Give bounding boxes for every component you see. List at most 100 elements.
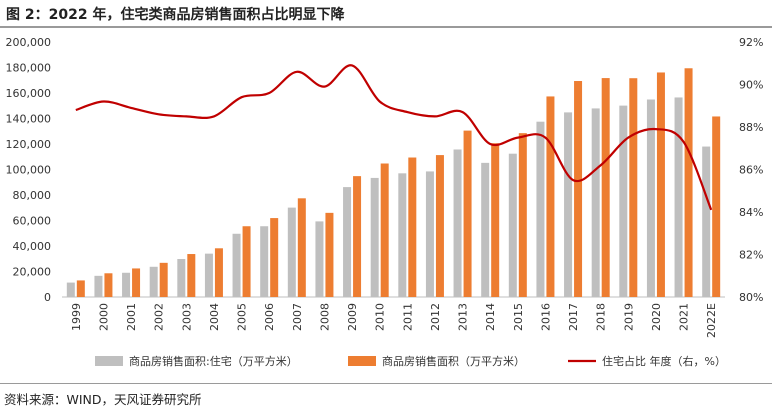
bar-total [380, 163, 389, 297]
y-right-tick-label: 86% [739, 164, 763, 177]
bar-total [408, 157, 417, 297]
bar-residential [122, 272, 131, 297]
legend-label: 商品房销售面积（万平方米） [382, 354, 525, 368]
line-residential-share [75, 64, 713, 211]
bar-total [297, 198, 306, 297]
x-tick-label: 2000 [97, 303, 110, 331]
x-tick-label: 2018 [595, 303, 608, 331]
x-tick-label: 2012 [429, 303, 442, 331]
y-left-tick-label: 40,000 [13, 240, 52, 253]
bar-total [712, 116, 721, 298]
bar-total [546, 96, 555, 297]
bar-total [656, 72, 665, 297]
bar-residential [702, 146, 711, 297]
legend-label: 商品房销售面积:住宅（万平方米） [129, 354, 298, 368]
x-tick-label: 2001 [125, 303, 138, 331]
y-right-tick-label: 82% [739, 249, 763, 262]
bar-residential [453, 149, 462, 297]
bar-total [684, 68, 693, 297]
bar-residential [481, 162, 490, 297]
x-tick-label: 2015 [512, 303, 525, 331]
bar-total [214, 248, 223, 297]
bar-residential [149, 266, 158, 297]
y-left-tick-label: 180,000 [6, 62, 52, 75]
x-tick-label: 2011 [401, 303, 414, 331]
y-left-tick-label: 120,000 [6, 138, 52, 151]
x-tick-label: 2020 [650, 303, 663, 331]
y-left-tick-label: 160,000 [6, 87, 52, 100]
bar-residential [315, 221, 324, 297]
bar-residential [204, 253, 213, 297]
bar-total [270, 218, 279, 297]
legend-swatch [95, 356, 123, 366]
bar-residential [398, 173, 407, 297]
bar-total [132, 268, 141, 297]
bar-total [325, 212, 334, 297]
bar-residential [674, 97, 683, 298]
x-tick-label: 2009 [346, 303, 359, 331]
bar-total [435, 155, 444, 297]
bar-residential [564, 112, 573, 297]
y-left-tick-label: 20,000 [13, 266, 52, 279]
bar-total [574, 81, 583, 297]
x-tick-label: 2022E [705, 303, 718, 338]
bar-residential [260, 226, 269, 297]
bar-residential [508, 153, 517, 297]
bar-residential [287, 207, 296, 297]
y-left-tick-label: 140,000 [6, 113, 52, 126]
bar-residential [343, 187, 352, 297]
figure-title: 图 2：2022 年，住宅类商品房销售面积占比明显下降 [6, 7, 345, 23]
x-tick-label: 2002 [153, 303, 166, 331]
bar-residential [591, 108, 600, 298]
bar-total [242, 226, 251, 297]
bar-total [463, 130, 472, 297]
bar-total [159, 262, 168, 297]
x-tick-label: 2008 [318, 303, 331, 331]
x-tick-label: 2005 [236, 303, 249, 331]
y-left-tick-label: 60,000 [13, 215, 52, 228]
y-right-tick-label: 84% [739, 206, 763, 219]
x-tick-label: 2014 [484, 303, 497, 331]
bar-total [518, 133, 527, 297]
bar-total [629, 78, 638, 298]
bar-total [353, 176, 362, 297]
source-divider [0, 383, 772, 384]
x-tick-label: 2003 [180, 303, 193, 331]
bar-residential [370, 177, 379, 297]
x-tick-label: 2007 [291, 303, 304, 331]
legend-label: 住宅占比 年度（右，%） [602, 354, 726, 368]
bar-total [76, 280, 85, 297]
y-left-tick-label: 100,000 [6, 164, 52, 177]
bar-residential [177, 259, 186, 297]
bar-residential [646, 99, 655, 297]
y-right-tick-label: 92% [739, 36, 763, 49]
bar-residential [66, 282, 75, 297]
chart: 0 20,000 40,000 60,000 80,000 100,000 120,000 1… [6, 36, 764, 368]
x-tick-label: 2010 [374, 303, 387, 331]
y-left-tick-label: 200,000 [6, 36, 52, 49]
x-tick-label: 2017 [567, 303, 580, 331]
x-tick-label: 2004 [208, 303, 221, 331]
title-divider [0, 26, 772, 28]
bar-total [187, 254, 196, 297]
bar-total [491, 143, 500, 297]
x-tick-label: 2021 [678, 303, 691, 331]
x-tick-label: 2013 [457, 303, 470, 331]
bar-total [601, 78, 610, 298]
y-left-tick-label: 0 [44, 291, 51, 304]
bar-residential [619, 105, 628, 297]
bar-residential [536, 121, 545, 297]
bar-residential [232, 233, 241, 297]
bar-residential [94, 275, 103, 297]
y-right-tick-label: 88% [739, 121, 763, 134]
bar-residential [425, 171, 434, 297]
y-right-tick-label: 80% [739, 291, 763, 304]
x-tick-label: 1999 [70, 303, 83, 331]
source-note: 资料来源：WIND，天风证券研究所 [4, 392, 202, 407]
x-tick-label: 2006 [263, 303, 276, 331]
x-tick-label: 2016 [539, 303, 552, 331]
y-right-tick-label: 90% [739, 79, 763, 92]
legend-swatch [348, 356, 376, 366]
x-tick-label: 2019 [622, 303, 635, 331]
y-left-tick-label: 80,000 [13, 189, 52, 202]
